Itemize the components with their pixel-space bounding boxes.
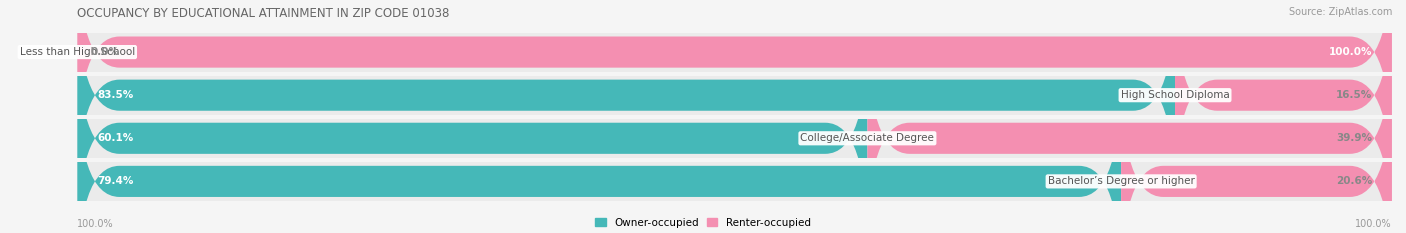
FancyBboxPatch shape — [77, 72, 1121, 233]
Text: 79.4%: 79.4% — [97, 176, 134, 186]
FancyBboxPatch shape — [868, 29, 1392, 233]
FancyBboxPatch shape — [77, 0, 1392, 161]
Text: 20.6%: 20.6% — [1336, 176, 1372, 186]
Legend: Owner-occupied, Renter-occupied: Owner-occupied, Renter-occupied — [595, 218, 811, 228]
Text: 16.5%: 16.5% — [1336, 90, 1372, 100]
Text: 0.0%: 0.0% — [90, 47, 120, 57]
Text: Less than High School: Less than High School — [20, 47, 135, 57]
FancyBboxPatch shape — [1121, 72, 1392, 233]
FancyBboxPatch shape — [77, 0, 1175, 204]
Text: College/Associate Degree: College/Associate Degree — [800, 133, 935, 143]
FancyBboxPatch shape — [1175, 0, 1392, 204]
Text: 100.0%: 100.0% — [77, 219, 114, 229]
Text: Source: ZipAtlas.com: Source: ZipAtlas.com — [1288, 7, 1392, 17]
Text: 83.5%: 83.5% — [97, 90, 134, 100]
Text: OCCUPANCY BY EDUCATIONAL ATTAINMENT IN ZIP CODE 01038: OCCUPANCY BY EDUCATIONAL ATTAINMENT IN Z… — [77, 7, 450, 20]
Text: Bachelor’s Degree or higher: Bachelor’s Degree or higher — [1047, 176, 1195, 186]
Text: 39.9%: 39.9% — [1336, 133, 1372, 143]
Text: 100.0%: 100.0% — [1329, 47, 1372, 57]
FancyBboxPatch shape — [77, 29, 868, 233]
Text: 60.1%: 60.1% — [97, 133, 134, 143]
Text: High School Diploma: High School Diploma — [1121, 90, 1229, 100]
Text: 100.0%: 100.0% — [1355, 219, 1392, 229]
